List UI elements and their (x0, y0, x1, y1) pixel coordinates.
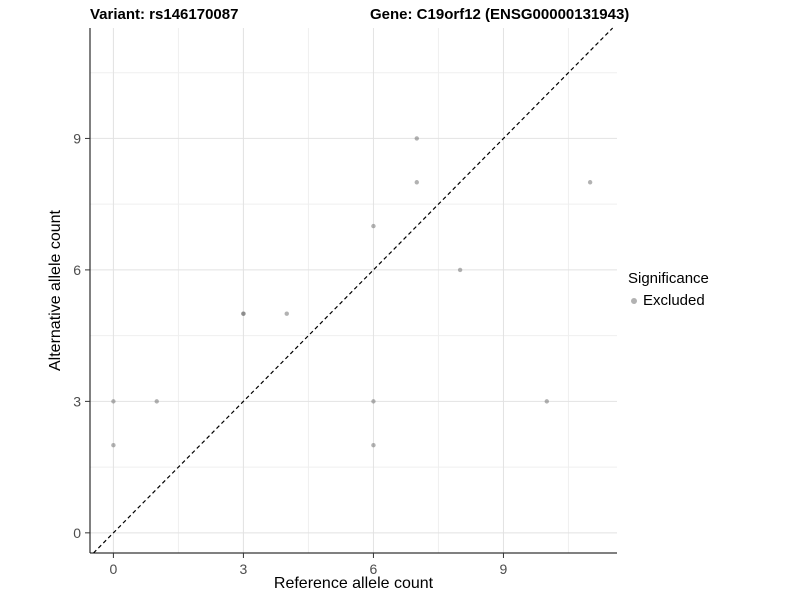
x-tick-label: 3 (240, 561, 248, 577)
legend-item-label: Excluded (643, 292, 705, 309)
grid-minor (90, 28, 617, 553)
scatter-points (111, 136, 593, 448)
y-tick-label: 0 (73, 525, 81, 541)
legend-title: Significance (628, 270, 709, 287)
data-point (414, 180, 419, 185)
plot-title-gene: Gene: C19orf12 (ENSG00000131943) (370, 6, 630, 23)
x-tick-label: 9 (500, 561, 508, 577)
plot-title-variant: Variant: rs146170087 (90, 6, 239, 23)
identity-line (93, 27, 614, 554)
x-axis-title: Reference allele count (273, 575, 434, 592)
data-point (154, 399, 159, 404)
data-point (371, 223, 376, 229)
legend-point-icon (631, 297, 637, 304)
data-point (544, 399, 549, 404)
x-tick-label: 0 (110, 561, 118, 577)
x-tick-label: 6 (370, 561, 378, 577)
data-point (457, 267, 463, 273)
legend-item-excluded: Excluded (631, 292, 709, 309)
data-point (111, 442, 116, 448)
data-point (587, 180, 593, 185)
data-point (371, 442, 376, 448)
data-point (241, 311, 246, 316)
data-point (111, 399, 116, 404)
y-tick-label: 6 (73, 262, 81, 278)
y-tick-label: 3 (73, 393, 81, 409)
data-point (414, 136, 419, 141)
grid-major (90, 28, 617, 553)
data-point (284, 311, 289, 316)
y-axis-title: Alternative allele count (47, 210, 64, 371)
legend: Significance Excluded (628, 270, 709, 309)
data-point (371, 399, 376, 404)
y-tick-label: 9 (73, 130, 81, 146)
